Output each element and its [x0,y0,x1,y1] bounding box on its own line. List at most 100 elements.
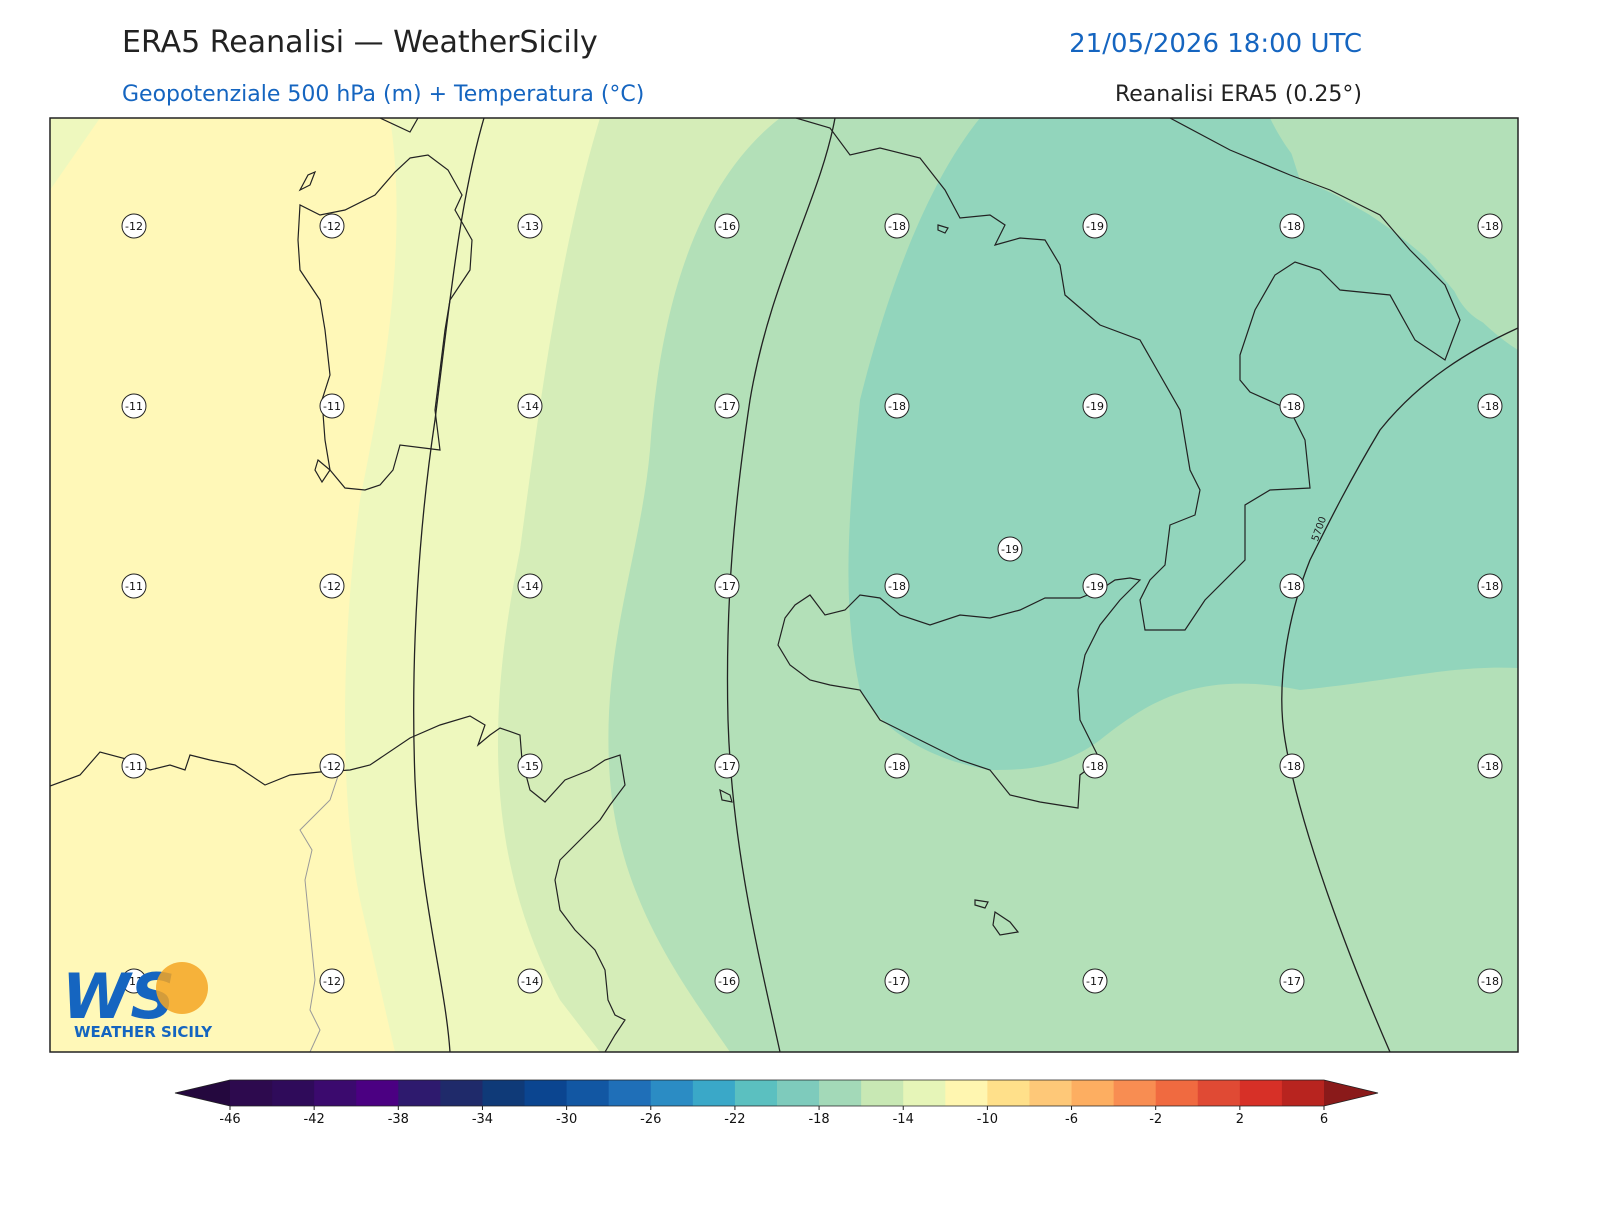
label-circle [714,753,740,779]
title: ERA5 Reanalisi — WeatherSicily [122,25,598,60]
label-circle [884,213,910,239]
label-circle [121,213,147,239]
label-circle [884,393,910,419]
temperature-label: -14 [521,580,539,593]
temperature-label: -18 [1283,760,1301,773]
datetime: 21/05/2026 18:00 UTC [1069,29,1362,59]
field [50,118,397,1052]
temperature-label: -18 [1481,580,1499,593]
label-circle [517,573,543,599]
coastline [298,170,331,484]
label-circle [714,573,740,599]
temperature-label: -12 [323,580,341,593]
colorbar-segment [903,1080,946,1106]
temperature-label: -15 [521,760,539,773]
colorbar-segment [1113,1080,1157,1106]
isohypse [726,118,836,1052]
colorbar: -46 -42 -38 -34 -30 -26 -22 -18 -14 -10 -6 -2 2 6 [174,1079,1379,1127]
label-circle [319,213,345,239]
label-circle [517,213,543,239]
temperature-label: -16 [718,975,736,988]
temperature-label: -12 [323,220,341,233]
temperature-label: -17 [1283,975,1301,988]
temperature-label: -16 [718,220,736,233]
label-circle [997,536,1023,562]
temperature-label: -14 [521,975,539,988]
field [1280,118,1518,330]
temperature-label: -11 [323,400,341,413]
colorbar-tick-label: -14 [893,1112,914,1127]
colorbar-segment [440,1080,483,1106]
colorbar-tick-label: -2 [1149,1112,1162,1127]
colorbar-segment [524,1080,568,1106]
logo-sun [156,962,208,1014]
temperature-label: -18 [888,760,906,773]
colorbar-tick-label: -18 [808,1112,829,1127]
colorbar-segment [861,1080,904,1106]
logo: WS WEATHER SICILY [62,960,213,1041]
border [299,769,341,1052]
source: Reanalisi ERA5 (0.25°) [1115,82,1362,107]
colorbar-segment [819,1080,862,1106]
label-circle [1477,968,1503,994]
coastline [795,118,1461,631]
colorbar-tick-label: -42 [304,1112,325,1127]
map [50,118,1518,1052]
label-circle [121,573,147,599]
coastline [719,224,1020,936]
logo-mark: WS [62,960,175,1033]
field [50,118,100,190]
label-circle [1279,968,1305,994]
label-circle [714,968,740,994]
colorbar-segment [356,1080,399,1106]
label-circle [517,393,543,419]
label-circle [1477,753,1503,779]
label-circle [884,573,910,599]
isohypse [413,118,485,1052]
colorbar-segment [272,1080,315,1106]
colorbar-tick-label: 6 [1320,1112,1328,1127]
label-circle [319,573,345,599]
colorbar-segment [314,1080,357,1106]
label-circle [1477,393,1503,419]
label-circle [121,968,147,994]
colorbar-segment [608,1080,652,1106]
label-circle [1082,753,1108,779]
temperature-label: -18 [888,220,906,233]
colorbar-segment [482,1080,526,1106]
colorbar-segment [987,1080,1030,1106]
label-circle [1279,753,1305,779]
temperature-label: -13 [521,220,539,233]
label-circle [884,753,910,779]
colorbar-tick-label: -46 [219,1112,240,1127]
temperature-label: -18 [888,400,906,413]
temperature-label: -11 [125,760,143,773]
label-circle [319,393,345,419]
temperature-label: -18 [1086,760,1104,773]
colorbar-segment [1239,1080,1283,1106]
label-circle [1477,573,1503,599]
temperature-label: -17 [1086,975,1104,988]
label-circle [517,753,543,779]
colorbar-tick-label: -30 [556,1112,577,1127]
colorbar-segment [945,1080,988,1106]
label-circle [1082,213,1108,239]
temperature-labels: -12 -12 -13 -16 -18 -19 -18 -18 -11 -11 -14 -17 -18 -… [121,213,1503,994]
temperature-label: -19 [1086,220,1104,233]
label-circle [1082,393,1108,419]
colorbar-tick-label: -34 [472,1112,493,1127]
label-circle [1279,213,1305,239]
label-circle [714,213,740,239]
temperature-label: -17 [718,400,736,413]
temperature-label: -11 [125,400,143,413]
colorbar-segment [777,1080,820,1106]
temperature-label: -18 [1481,975,1499,988]
colorbar-segment [692,1080,736,1106]
temperature-label: -17 [888,975,906,988]
subtitle: Geopotenziale 500 hPa (m) + Temperatura … [122,82,644,107]
coastline [50,715,626,1052]
temperature-label: -19 [1086,580,1104,593]
temperature-label: -18 [1283,400,1301,413]
